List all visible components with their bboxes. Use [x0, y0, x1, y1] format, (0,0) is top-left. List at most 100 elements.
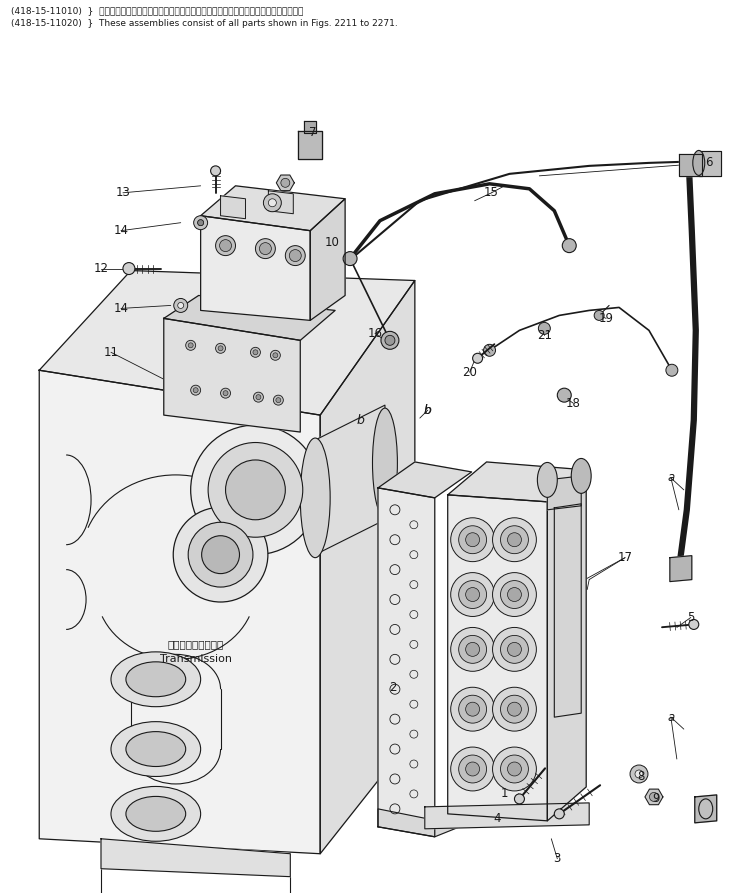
- Polygon shape: [679, 154, 702, 176]
- Polygon shape: [695, 795, 717, 822]
- Polygon shape: [39, 271, 415, 415]
- Polygon shape: [378, 807, 479, 837]
- Circle shape: [508, 702, 522, 716]
- Polygon shape: [164, 296, 335, 341]
- Circle shape: [123, 263, 135, 274]
- Text: 4: 4: [493, 813, 502, 825]
- Circle shape: [501, 580, 528, 609]
- Circle shape: [493, 747, 536, 791]
- Polygon shape: [310, 198, 345, 320]
- Text: 21: 21: [537, 329, 552, 342]
- Ellipse shape: [372, 409, 398, 518]
- Circle shape: [263, 194, 281, 212]
- Polygon shape: [200, 186, 345, 231]
- Circle shape: [251, 347, 260, 358]
- Ellipse shape: [557, 388, 571, 402]
- Ellipse shape: [343, 251, 357, 266]
- Circle shape: [689, 620, 699, 629]
- Ellipse shape: [126, 797, 186, 831]
- Polygon shape: [321, 281, 415, 854]
- Polygon shape: [304, 121, 316, 133]
- Circle shape: [216, 343, 226, 353]
- Circle shape: [466, 762, 479, 776]
- Text: 11: 11: [103, 346, 119, 358]
- Text: 6: 6: [705, 156, 712, 169]
- Circle shape: [508, 762, 522, 776]
- Polygon shape: [220, 196, 246, 219]
- Circle shape: [649, 792, 658, 801]
- Text: a: a: [667, 711, 674, 723]
- Circle shape: [178, 302, 184, 308]
- Circle shape: [501, 696, 528, 723]
- Circle shape: [188, 342, 193, 348]
- Circle shape: [186, 341, 196, 350]
- Polygon shape: [164, 318, 301, 432]
- Circle shape: [459, 580, 487, 609]
- Text: 12: 12: [93, 262, 108, 275]
- Text: 10: 10: [325, 236, 340, 249]
- Circle shape: [554, 809, 564, 819]
- Polygon shape: [447, 462, 586, 502]
- Circle shape: [501, 526, 528, 553]
- Text: 1: 1: [501, 788, 508, 800]
- Circle shape: [493, 573, 536, 617]
- Ellipse shape: [126, 731, 186, 766]
- Polygon shape: [315, 405, 385, 554]
- Text: 13: 13: [116, 186, 131, 199]
- Ellipse shape: [537, 462, 557, 497]
- Polygon shape: [670, 556, 692, 582]
- Circle shape: [466, 643, 479, 656]
- Ellipse shape: [202, 536, 240, 574]
- Ellipse shape: [693, 150, 705, 175]
- Ellipse shape: [111, 721, 200, 777]
- Ellipse shape: [381, 332, 399, 350]
- Circle shape: [220, 240, 232, 251]
- Ellipse shape: [173, 507, 268, 602]
- Polygon shape: [269, 190, 293, 214]
- Circle shape: [450, 573, 494, 617]
- Circle shape: [216, 236, 235, 256]
- Circle shape: [220, 388, 231, 398]
- Polygon shape: [554, 504, 581, 717]
- Circle shape: [254, 392, 263, 402]
- Text: 19: 19: [599, 312, 614, 325]
- Polygon shape: [645, 789, 663, 805]
- Ellipse shape: [484, 344, 496, 357]
- Circle shape: [508, 643, 522, 656]
- Circle shape: [635, 770, 643, 778]
- Polygon shape: [378, 462, 472, 498]
- Ellipse shape: [111, 787, 200, 841]
- Circle shape: [493, 687, 536, 731]
- Polygon shape: [548, 476, 581, 510]
- Circle shape: [466, 702, 479, 716]
- Circle shape: [473, 353, 482, 363]
- Text: 14: 14: [114, 224, 128, 237]
- Circle shape: [459, 636, 487, 663]
- Text: b: b: [424, 403, 432, 417]
- Circle shape: [197, 220, 203, 225]
- Text: (418-15-11010)  }  これらのアセンブリの構成部品は第２２１１図から第２２７１図の部品を含みます。: (418-15-11010) } これらのアセンブリの構成部品は第２２１１図から…: [11, 6, 303, 15]
- Circle shape: [459, 526, 487, 553]
- Circle shape: [450, 628, 494, 671]
- Circle shape: [269, 198, 276, 207]
- Circle shape: [501, 755, 528, 783]
- Circle shape: [260, 242, 272, 255]
- Polygon shape: [378, 488, 435, 837]
- Ellipse shape: [666, 364, 678, 376]
- Ellipse shape: [562, 239, 577, 253]
- Circle shape: [270, 350, 280, 360]
- Text: 5: 5: [687, 611, 695, 624]
- Circle shape: [508, 533, 522, 547]
- Ellipse shape: [226, 460, 286, 519]
- Circle shape: [450, 687, 494, 731]
- Circle shape: [273, 395, 283, 405]
- Ellipse shape: [126, 662, 186, 696]
- Ellipse shape: [111, 652, 200, 706]
- Circle shape: [466, 587, 479, 602]
- Circle shape: [273, 353, 278, 358]
- Ellipse shape: [385, 335, 395, 345]
- Polygon shape: [447, 495, 548, 821]
- Polygon shape: [200, 215, 310, 320]
- Circle shape: [459, 696, 487, 723]
- Circle shape: [630, 765, 648, 783]
